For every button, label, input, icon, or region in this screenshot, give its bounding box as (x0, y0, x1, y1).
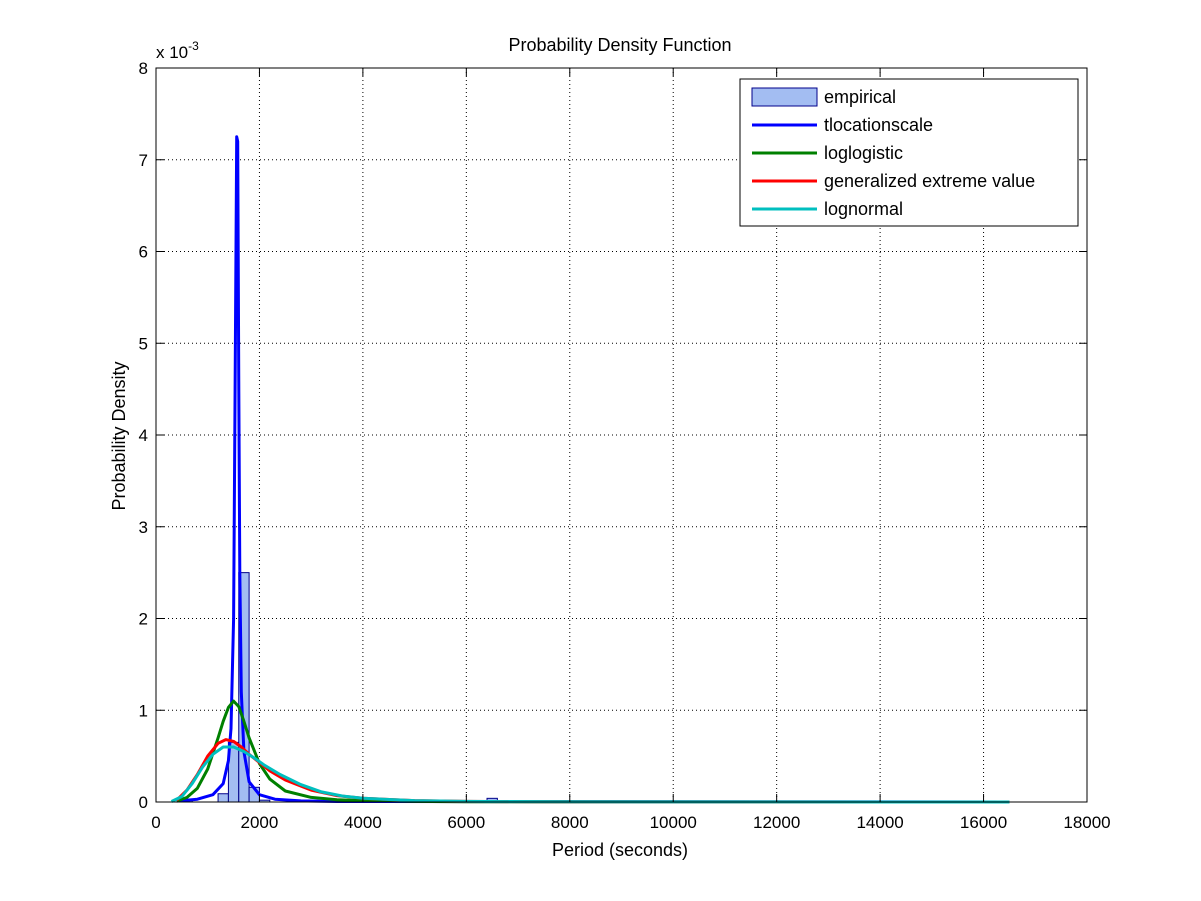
axis-ticks (155, 67, 1088, 803)
x-tick-label: 10000 (650, 813, 697, 832)
legend-swatch-patch (751, 87, 818, 107)
y-tick-label: 7 (139, 151, 148, 170)
y-tick-label: 5 (139, 334, 148, 353)
y-axis-label: Probability Density (109, 361, 129, 510)
x-tick-label: 14000 (856, 813, 903, 832)
y-multiplier-exponent: -3 (188, 39, 199, 53)
x-tick-label: 12000 (753, 813, 800, 832)
y-tick-labels: 0 1 2 3 4 5 6 7 8 (139, 59, 148, 812)
y-tick-label: 0 (139, 793, 148, 812)
histogram-bar (217, 793, 229, 803)
y-tick-label: 2 (139, 610, 148, 629)
y-tick-label: 1 (139, 701, 148, 720)
x-tick-label: 2000 (241, 813, 279, 832)
series-line-lognormal (170, 745, 1010, 804)
x-tick-label: 8000 (551, 813, 589, 832)
x-tick-labels: 0 2000 4000 6000 8000 10000 12000 14000 16000 180… (151, 813, 1110, 832)
x-axis-label: Period (seconds) (552, 840, 688, 860)
legend-item: lognormal (752, 199, 903, 219)
legend-label: loglogistic (824, 143, 903, 163)
y-tick-label: 3 (139, 518, 148, 537)
x-tick-label: 0 (151, 813, 160, 832)
y-multiplier-base: x 10 (156, 43, 188, 62)
y-tick-label: 4 (139, 426, 148, 445)
legend-label: generalized extreme value (824, 171, 1035, 191)
y-tick-label: 8 (139, 59, 148, 78)
legend-item: tlocationscale (752, 115, 933, 135)
fit-curves (170, 135, 1010, 804)
legend: empirical tlocationscale loglogistic genera… (739, 78, 1079, 227)
y-tick-label: 6 (139, 243, 148, 262)
chart-title: Probability Density Function (508, 35, 731, 55)
legend-label: lognormal (824, 199, 903, 219)
legend-label: tlocationscale (824, 115, 933, 135)
x-tick-label: 4000 (344, 813, 382, 832)
legend-item: empirical (751, 87, 896, 107)
y-multiplier: x 10-3 (156, 39, 199, 62)
x-tick-label: 18000 (1063, 813, 1110, 832)
series-line-tlocationscale (176, 135, 1010, 804)
legend-item: loglogistic (752, 143, 903, 163)
x-tick-label: 6000 (447, 813, 485, 832)
legend-item: generalized extreme value (752, 171, 1035, 191)
x-tick-label: 16000 (960, 813, 1007, 832)
legend-label: empirical (824, 87, 896, 107)
